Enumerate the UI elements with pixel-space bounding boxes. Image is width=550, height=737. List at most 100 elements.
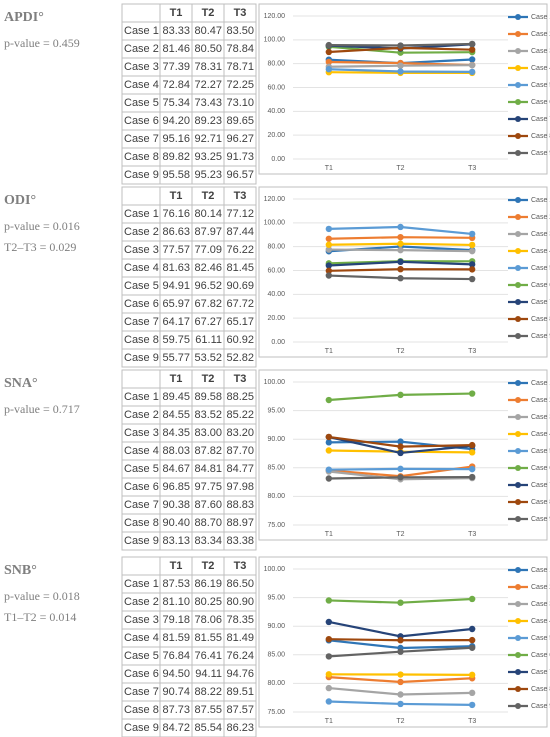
table-cell: 84.77	[226, 463, 254, 475]
table-cell: 75.34	[162, 97, 190, 109]
point	[468, 275, 476, 283]
legend-marker	[515, 282, 521, 288]
legend-label: Case 1	[531, 197, 550, 204]
x-tick-label: T3	[468, 348, 476, 355]
table-row-label: Case 6	[124, 115, 159, 127]
legend-label: Case 9	[531, 150, 550, 157]
table-cell: 76.24	[226, 650, 254, 662]
table-header: T2	[202, 7, 215, 19]
table-cell: 87.53	[162, 578, 190, 590]
table-cell: 76.16	[162, 208, 190, 220]
legend-label: Case 8	[531, 499, 550, 506]
y-tick-label: 80.00	[267, 680, 285, 687]
legend-marker	[515, 197, 521, 203]
table-cell: 84.55	[162, 409, 190, 421]
x-tick-label: T3	[468, 165, 476, 172]
legend-label: Case 3	[531, 414, 550, 421]
legend-label: Case 8	[531, 686, 550, 693]
table-row-label: Case 4	[124, 262, 159, 274]
point	[325, 671, 333, 678]
table-cell: 60.92	[226, 334, 254, 346]
point	[325, 267, 333, 274]
point	[325, 439, 333, 446]
legend-label: Case 2	[531, 584, 550, 591]
table-cell: 53.52	[194, 352, 222, 364]
table-cell: 73.10	[226, 97, 254, 109]
table-cell: 89.51	[226, 686, 254, 698]
stat-note: p-value = 0.459	[4, 36, 80, 50]
legend-marker	[515, 516, 521, 522]
table-row-label: Case 6	[124, 298, 159, 310]
legend-marker	[515, 248, 521, 254]
table-row-label: Case 7	[124, 133, 159, 145]
table-row-label: Case 9	[124, 535, 159, 547]
legend-label: Case 6	[531, 465, 550, 472]
table-cell: 77.39	[162, 61, 190, 73]
table-cell: 83.38	[226, 535, 254, 547]
legend-marker	[515, 14, 521, 20]
legend-marker	[515, 99, 521, 105]
table-cell: 81.45	[226, 262, 254, 274]
y-tick-label: 40.00	[267, 291, 285, 298]
point	[468, 671, 476, 679]
table-cell: 88.97	[226, 517, 254, 529]
table-cell: 52.82	[226, 352, 254, 364]
x-tick-label: T1	[325, 718, 333, 725]
y-tick-label: 100.00	[264, 379, 286, 386]
table-cell: 84.81	[194, 463, 222, 475]
legend-label: Case 7	[531, 116, 550, 123]
legend-marker	[515, 31, 521, 37]
y-tick-label: 85.00	[267, 465, 285, 472]
point	[397, 700, 404, 708]
x-tick-label: T2	[396, 531, 404, 538]
point	[325, 41, 333, 49]
table-row-label: Case 8	[124, 334, 159, 346]
point	[397, 465, 404, 473]
y-tick-label: 100.00	[264, 37, 286, 44]
table-cell: 97.98	[226, 481, 254, 493]
legend-label: Case 4	[531, 431, 550, 438]
table-cell: 72.27	[194, 79, 222, 91]
point	[468, 56, 476, 63]
table-cell: 87.73	[162, 704, 190, 716]
legend-marker	[515, 397, 521, 403]
point	[468, 68, 476, 76]
table-cell: 94.11	[195, 668, 222, 680]
point	[468, 473, 476, 481]
table-row-label: Case 1	[124, 208, 159, 220]
y-tick-label: 85.00	[267, 652, 285, 659]
table-cell: 96.57	[226, 169, 254, 181]
table-cell: 61.11	[195, 334, 222, 346]
table-row-label: Case 2	[124, 226, 159, 238]
y-tick-label: 90.00	[267, 436, 285, 443]
y-tick-label: 20.00	[267, 132, 285, 139]
legend-marker	[515, 265, 521, 271]
point	[397, 443, 404, 450]
y-tick-label: 80.00	[267, 493, 285, 500]
table-cell: 80.90	[226, 596, 254, 608]
table-cell: 88.83	[226, 499, 254, 511]
table-row-label: Case 1	[124, 25, 159, 37]
table-row-label: Case 1	[124, 391, 159, 403]
table-cell: 76.22	[226, 244, 254, 256]
table-cell: 64.17	[162, 316, 190, 328]
legend-marker	[515, 465, 521, 471]
table-cell: 83.20	[226, 427, 254, 439]
table-cell: 97.75	[194, 481, 222, 493]
legend-marker	[515, 601, 521, 607]
legend-label: Case 1	[531, 14, 550, 21]
stat-note: T2–T3 = 0.029	[4, 240, 76, 254]
table-row-label: Case 5	[124, 463, 159, 475]
legend-marker	[515, 567, 521, 573]
y-tick-label: 95.00	[267, 594, 285, 601]
table-cell: 72.25	[226, 79, 254, 91]
table-row-label: Case 2	[124, 43, 159, 55]
point	[397, 678, 404, 686]
table-cell: 91.73	[226, 151, 254, 163]
stat-note: p-value = 0.018	[4, 589, 80, 603]
point	[468, 441, 476, 449]
table-cell: 86.63	[162, 226, 190, 238]
point	[468, 701, 476, 709]
point	[468, 625, 476, 633]
